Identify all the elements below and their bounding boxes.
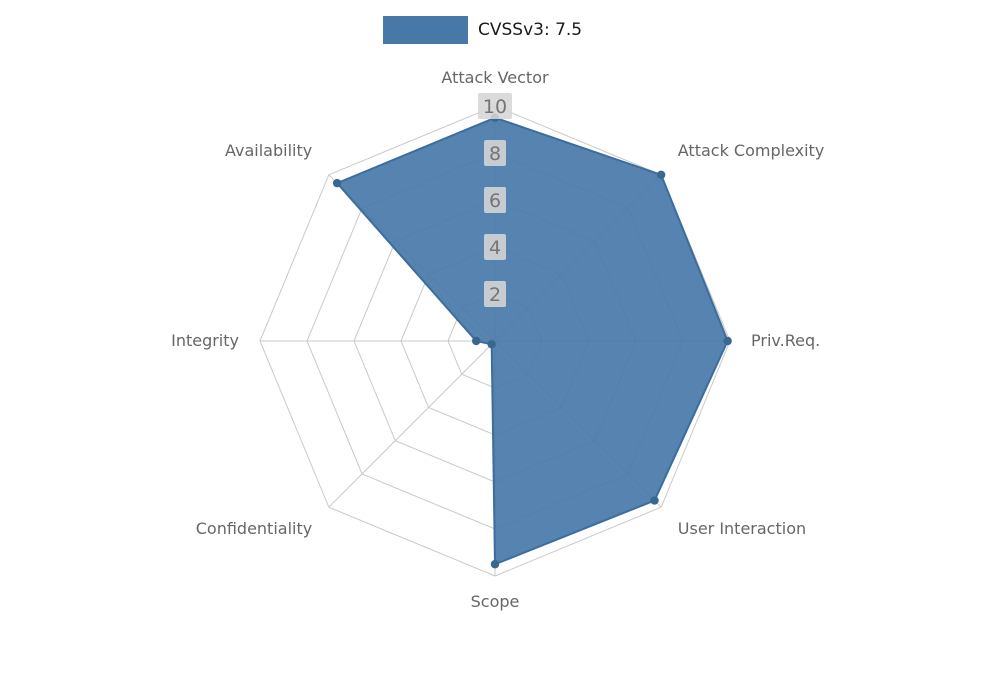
- tick-label-bg: [478, 93, 512, 119]
- tick-label-bg: [484, 187, 506, 213]
- tick-label: 6: [489, 190, 501, 212]
- axis-label-scope: Scope: [471, 592, 520, 611]
- tick-label: 10: [483, 96, 507, 118]
- data-point-marker: [487, 340, 496, 349]
- axis-label-priv-req: Priv.Req.: [751, 331, 820, 350]
- tick-label-bg: [484, 281, 506, 307]
- data-point-marker: [472, 336, 481, 346]
- axis-label-integrity: Integrity: [171, 331, 239, 350]
- tick-label: 8: [489, 143, 501, 165]
- axis-label-availability: Availability: [225, 141, 312, 160]
- tick-label-bg: [484, 140, 506, 166]
- legend: CVSSv3: 7.5: [383, 16, 582, 44]
- legend-label: CVSSv3: 7.5: [478, 20, 583, 40]
- data-point-marker: [656, 170, 666, 180]
- tick-label-bg: [484, 234, 506, 260]
- axis-label-attack-complexity: Attack Complexity: [678, 141, 825, 160]
- data-point-marker: [723, 336, 732, 346]
- data-point-marker: [490, 560, 500, 569]
- axis-label-attack-vector: Attack Vector: [441, 68, 549, 87]
- data-point-marker: [650, 496, 659, 505]
- data-point-marker: [332, 178, 342, 188]
- legend-swatch: [383, 16, 468, 44]
- axis-label-user-interaction: User Interaction: [678, 519, 806, 538]
- tick-label: 4: [489, 237, 501, 259]
- tick-label: 2: [489, 284, 501, 306]
- axis-label-confidentiality: Confidentiality: [196, 519, 312, 538]
- axis-spoke: [328, 340, 496, 508]
